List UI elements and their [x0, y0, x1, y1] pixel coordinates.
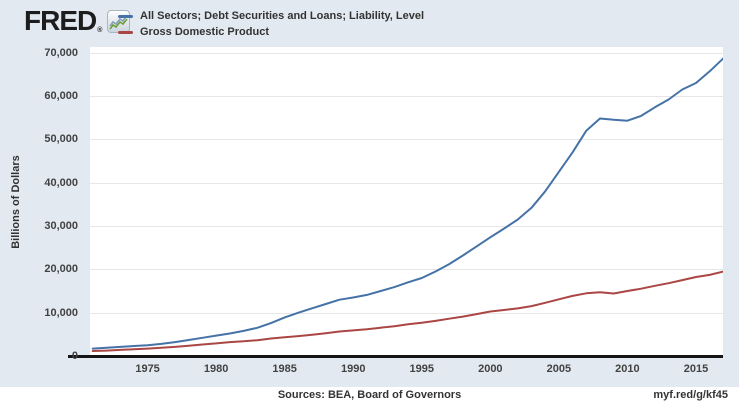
legend-swatch-blue: [118, 14, 133, 18]
y-tick-label: 40,000: [44, 176, 78, 189]
y-tick-label: 0: [71, 350, 78, 362]
footer-bar: Sources: BEA, Board of Governors myf.red…: [0, 387, 739, 404]
chart-legend: All Sectors; Debt Securities and Loans; …: [118, 9, 424, 41]
fred-logo-text: FRED: [24, 5, 97, 36]
y-tick-label: 50,000: [44, 133, 78, 146]
y-tick-label: 20,000: [44, 263, 78, 276]
y-axis-title: Billions of Dollars: [10, 155, 22, 249]
footer-sources: Sources: BEA, Board of Governors: [277, 389, 462, 401]
x-axis-line: [68, 355, 723, 358]
series-line-debt[interactable]: [91, 57, 723, 350]
x-tick-label: 1990: [340, 363, 366, 375]
x-tick-label: 1975: [135, 363, 160, 375]
x-tick-label: 2010: [615, 363, 640, 375]
x-tick-label: 2000: [478, 363, 503, 375]
legend-item-debt: All Sectors; Debt Securities and Loans; …: [118, 9, 424, 23]
y-tick-label: 70,000: [44, 46, 78, 59]
x-tick-label: 1995: [409, 363, 435, 375]
series-line-gdp[interactable]: [91, 270, 723, 352]
x-tick-label: 2005: [546, 363, 572, 375]
y-tick-label: 30,000: [44, 220, 78, 232]
chart-svg: [90, 53, 723, 352]
chart-plot-area[interactable]: [90, 47, 723, 356]
legend-label-gdp: Gross Domestic Product: [140, 26, 269, 38]
y-tick-label: 60,000: [44, 90, 78, 102]
registered-trademark: ®: [97, 27, 103, 34]
x-tick-label: 1980: [203, 363, 229, 375]
y-tick-label: 10,000: [44, 306, 78, 319]
legend-label-debt: All Sectors; Debt Securities and Loans; …: [140, 10, 425, 22]
legend-swatch-red: [118, 30, 133, 34]
legend-item-gdp: Gross Domestic Product: [118, 25, 424, 39]
x-tick-label: 2015: [683, 363, 709, 375]
footer-share-link[interactable]: myf.red/g/kf45: [653, 389, 728, 401]
x-tick-label: 1985: [272, 363, 297, 375]
fred-logo[interactable]: FRED ®: [24, 5, 131, 36]
